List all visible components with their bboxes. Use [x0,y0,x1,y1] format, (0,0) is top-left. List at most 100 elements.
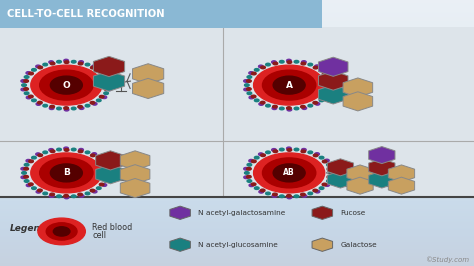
Circle shape [91,66,95,69]
Circle shape [43,104,47,107]
Circle shape [43,192,47,195]
Circle shape [287,147,291,150]
Circle shape [92,65,97,68]
Circle shape [104,180,109,182]
Circle shape [315,153,319,155]
Circle shape [302,107,307,109]
Circle shape [104,92,109,94]
Circle shape [64,107,68,109]
Circle shape [50,105,55,108]
Circle shape [255,99,259,102]
Circle shape [308,63,313,66]
Polygon shape [327,171,354,188]
Circle shape [246,176,251,178]
Circle shape [32,69,36,71]
Text: Red blood: Red blood [92,223,133,232]
Circle shape [301,62,306,65]
Circle shape [78,193,82,196]
Circle shape [102,184,107,186]
Circle shape [32,156,36,159]
Circle shape [313,101,318,104]
Circle shape [104,80,109,82]
FancyBboxPatch shape [223,27,474,141]
Circle shape [261,154,265,157]
Circle shape [313,154,318,157]
Circle shape [104,176,109,178]
Circle shape [106,172,111,174]
Circle shape [64,59,68,62]
Text: O: O [63,81,70,90]
Text: cell: cell [92,231,107,240]
Circle shape [246,168,251,170]
Circle shape [325,184,329,186]
Circle shape [107,88,112,90]
Circle shape [329,84,334,86]
Circle shape [287,61,292,64]
Polygon shape [343,78,373,97]
Circle shape [280,107,284,110]
Circle shape [28,183,33,186]
Circle shape [64,194,68,197]
Circle shape [287,149,292,151]
Circle shape [280,195,284,198]
Circle shape [26,72,31,74]
Circle shape [247,76,252,78]
Circle shape [78,62,83,65]
Circle shape [72,195,76,198]
Circle shape [294,195,299,198]
Circle shape [78,150,83,153]
Text: CELL-TO-CELL RECOGNITION: CELL-TO-CELL RECOGNITION [7,9,165,19]
Circle shape [26,96,31,99]
Circle shape [249,96,254,99]
Circle shape [85,151,90,154]
Polygon shape [93,56,125,77]
Circle shape [37,189,42,192]
Circle shape [244,88,248,91]
Circle shape [251,95,256,98]
Circle shape [265,63,270,66]
Circle shape [315,65,319,68]
Circle shape [301,148,306,151]
Circle shape [327,168,332,170]
Circle shape [329,172,334,174]
Circle shape [43,151,47,154]
Circle shape [36,153,40,156]
Circle shape [102,159,107,162]
Circle shape [308,151,313,154]
Text: N acetyl-glucosamine: N acetyl-glucosamine [198,242,278,248]
Circle shape [327,180,331,182]
Circle shape [325,96,329,99]
Circle shape [90,101,95,104]
Circle shape [37,101,42,104]
Circle shape [72,60,76,63]
Circle shape [261,66,265,69]
Circle shape [301,105,305,108]
Circle shape [50,62,55,65]
Circle shape [49,107,54,110]
Polygon shape [170,238,191,251]
Circle shape [57,60,61,63]
Polygon shape [347,177,373,194]
Polygon shape [120,151,150,170]
Circle shape [24,176,28,178]
Circle shape [24,168,28,170]
Circle shape [255,187,259,189]
Circle shape [251,183,256,186]
Circle shape [85,104,90,107]
Circle shape [249,184,254,186]
Circle shape [247,92,252,94]
Circle shape [53,227,70,236]
Circle shape [38,66,43,69]
Polygon shape [327,159,354,176]
Polygon shape [347,165,373,182]
Polygon shape [343,92,373,111]
Circle shape [96,69,101,71]
Circle shape [259,190,264,193]
Circle shape [46,223,77,240]
Circle shape [287,107,291,109]
Circle shape [92,190,97,193]
Circle shape [280,148,284,151]
Circle shape [322,183,327,186]
Circle shape [330,88,335,90]
Circle shape [260,101,265,104]
